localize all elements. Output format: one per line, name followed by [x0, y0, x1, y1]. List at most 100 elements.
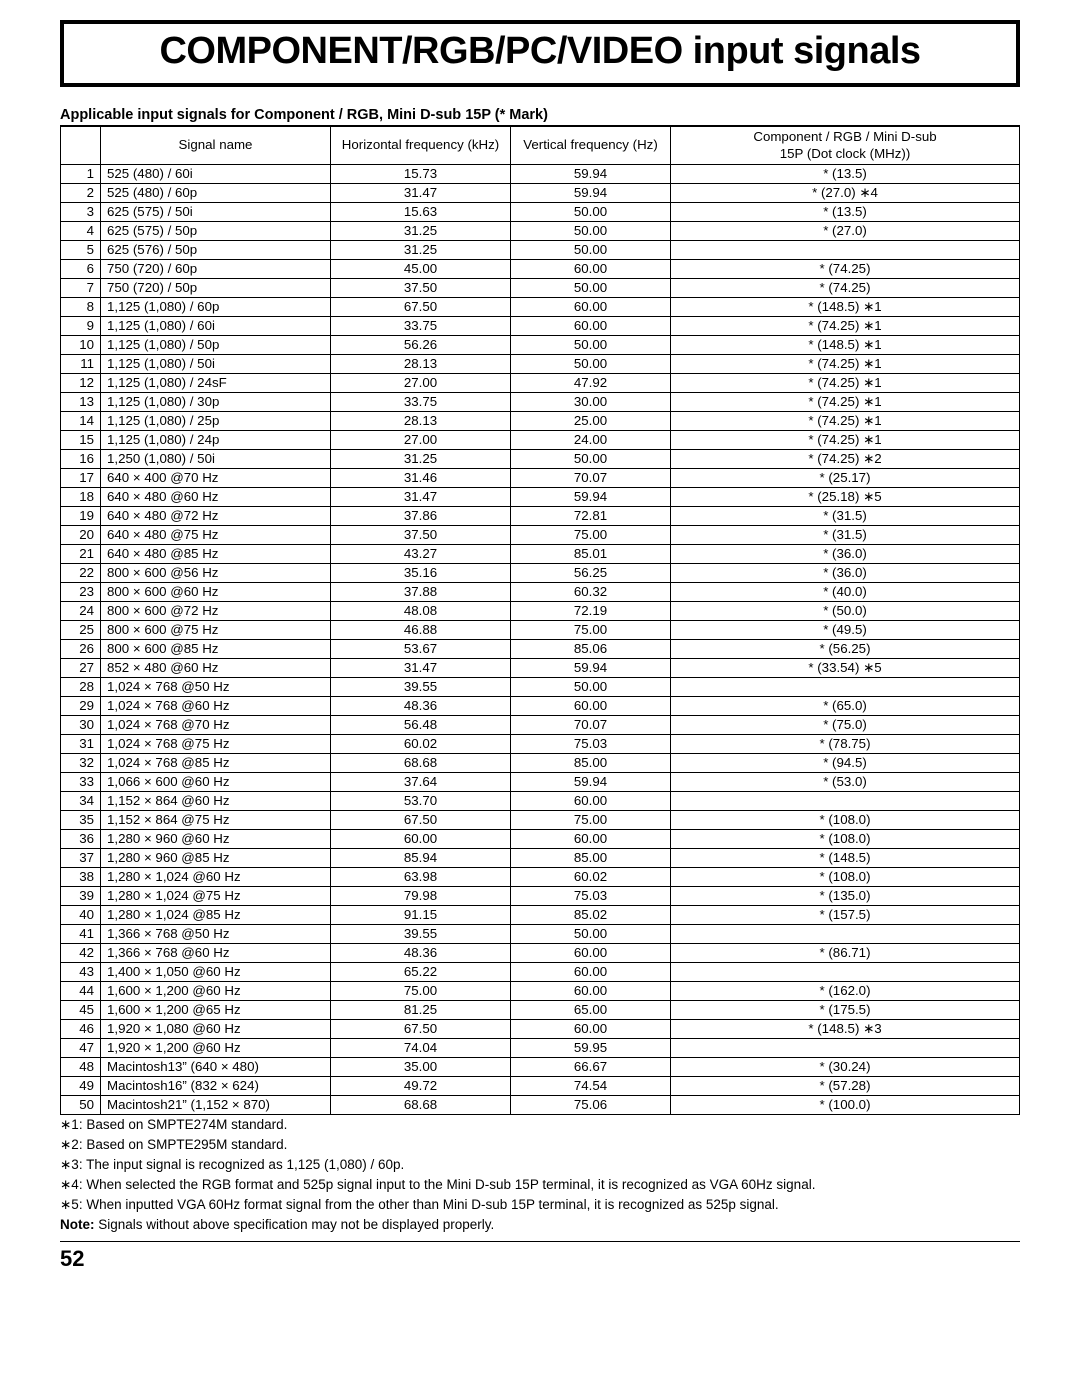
- dot-clock: * (74.25) ∗1: [671, 393, 1020, 412]
- dot-clock: * (175.5): [671, 1001, 1020, 1020]
- dot-clock: * (57.28): [671, 1077, 1020, 1096]
- signal-name: 750 (720) / 60p: [101, 260, 331, 279]
- row-index: 11: [61, 355, 101, 374]
- row-index: 2: [61, 184, 101, 203]
- v-freq: 50.00: [511, 355, 671, 374]
- row-index: 14: [61, 412, 101, 431]
- row-index: 15: [61, 431, 101, 450]
- row-index: 34: [61, 792, 101, 811]
- signal-name: 1,280 × 1,024 @85 Hz: [101, 906, 331, 925]
- v-freq: 47.92: [511, 374, 671, 393]
- h-freq: 15.73: [331, 165, 511, 184]
- v-freq: 60.00: [511, 792, 671, 811]
- h-freq: 27.00: [331, 431, 511, 450]
- table-row: 331,066 × 600 @60 Hz37.6459.94* (53.0): [61, 773, 1020, 792]
- row-index: 1: [61, 165, 101, 184]
- dot-clock: * (75.0): [671, 716, 1020, 735]
- signal-name: 640 × 480 @75 Hz: [101, 526, 331, 545]
- dot-clock: * (148.5) ∗3: [671, 1020, 1020, 1039]
- signal-name: 800 × 600 @56 Hz: [101, 564, 331, 583]
- h-freq: 63.98: [331, 868, 511, 887]
- v-freq: 75.00: [511, 526, 671, 545]
- row-index: 5: [61, 241, 101, 260]
- dot-clock: * (78.75): [671, 735, 1020, 754]
- dot-clock: * (74.25) ∗1: [671, 431, 1020, 450]
- row-index: 23: [61, 583, 101, 602]
- table-row: 411,366 × 768 @50 Hz39.5550.00: [61, 925, 1020, 944]
- dot-clock: * (31.5): [671, 526, 1020, 545]
- table-row: 18640 × 480 @60 Hz31.4759.94* (25.18) ∗5: [61, 488, 1020, 507]
- h-freq: 37.88: [331, 583, 511, 602]
- table-row: 131,125 (1,080) / 30p33.7530.00* (74.25)…: [61, 393, 1020, 412]
- dot-clock: * (56.25): [671, 640, 1020, 659]
- signal-name: 1,024 × 768 @75 Hz: [101, 735, 331, 754]
- dot-clock: * (13.5): [671, 165, 1020, 184]
- row-index: 20: [61, 526, 101, 545]
- table-row: 91,125 (1,080) / 60i33.7560.00* (74.25) …: [61, 317, 1020, 336]
- h-freq: 35.00: [331, 1058, 511, 1077]
- dot-clock: * (74.25) ∗1: [671, 374, 1020, 393]
- table-row: 48Macintosh13” (640 × 480)35.0066.67* (3…: [61, 1058, 1020, 1077]
- h-freq: 31.25: [331, 241, 511, 260]
- table-row: 2525 (480) / 60p31.4759.94* (27.0) ∗4: [61, 184, 1020, 203]
- signal-name: 1,066 × 600 @60 Hz: [101, 773, 331, 792]
- signal-name: 625 (575) / 50i: [101, 203, 331, 222]
- dot-clock: * (74.25): [671, 279, 1020, 298]
- table-row: 121,125 (1,080) / 24sF27.0047.92* (74.25…: [61, 374, 1020, 393]
- table-row: 49Macintosh16” (832 × 624)49.7274.54* (5…: [61, 1077, 1020, 1096]
- h-freq: 68.68: [331, 754, 511, 773]
- signal-name: 1,600 × 1,200 @60 Hz: [101, 982, 331, 1001]
- table-row: 311,024 × 768 @75 Hz60.0275.03* (78.75): [61, 735, 1020, 754]
- v-freq: 60.02: [511, 868, 671, 887]
- row-index: 32: [61, 754, 101, 773]
- row-index: 17: [61, 469, 101, 488]
- table-row: 19640 × 480 @72 Hz37.8672.81* (31.5): [61, 507, 1020, 526]
- row-index: 12: [61, 374, 101, 393]
- dot-clock: * (40.0): [671, 583, 1020, 602]
- signal-name: 1,600 × 1,200 @65 Hz: [101, 1001, 331, 1020]
- table-row: 5625 (576) / 50p31.2550.00: [61, 241, 1020, 260]
- row-index: 31: [61, 735, 101, 754]
- v-freq: 66.67: [511, 1058, 671, 1077]
- v-freq: 72.81: [511, 507, 671, 526]
- row-index: 21: [61, 545, 101, 564]
- dot-clock: * (13.5): [671, 203, 1020, 222]
- table-row: 4625 (575) / 50p31.2550.00* (27.0): [61, 222, 1020, 241]
- table-body: 1525 (480) / 60i15.7359.94* (13.5)2525 (…: [61, 165, 1020, 1115]
- v-freq: 50.00: [511, 203, 671, 222]
- row-index: 29: [61, 697, 101, 716]
- row-index: 7: [61, 279, 101, 298]
- h-freq: 65.22: [331, 963, 511, 982]
- h-freq: 33.75: [331, 317, 511, 336]
- signal-name: 1,125 (1,080) / 30p: [101, 393, 331, 412]
- h-freq: 37.86: [331, 507, 511, 526]
- signal-name: 1,152 × 864 @60 Hz: [101, 792, 331, 811]
- table-row: 25800 × 600 @75 Hz46.8875.00* (49.5): [61, 621, 1020, 640]
- dot-clock: * (33.54) ∗5: [671, 659, 1020, 678]
- page: COMPONENT/RGB/PC/VIDEO input signals App…: [0, 0, 1080, 1302]
- h-freq: 74.04: [331, 1039, 511, 1058]
- dot-clock: * (157.5): [671, 906, 1020, 925]
- row-index: 19: [61, 507, 101, 526]
- h-freq: 33.75: [331, 393, 511, 412]
- dot-clock: * (74.25) ∗2: [671, 450, 1020, 469]
- signal-name: 1,400 × 1,050 @60 Hz: [101, 963, 331, 982]
- col-vfreq: Vertical frequency (Hz): [511, 127, 671, 165]
- v-freq: 59.94: [511, 184, 671, 203]
- dot-clock: * (65.0): [671, 697, 1020, 716]
- signal-name: 1,280 × 1,024 @60 Hz: [101, 868, 331, 887]
- h-freq: 56.48: [331, 716, 511, 735]
- signal-name: 800 × 600 @75 Hz: [101, 621, 331, 640]
- row-index: 46: [61, 1020, 101, 1039]
- row-index: 8: [61, 298, 101, 317]
- table-row: 341,152 × 864 @60 Hz53.7060.00: [61, 792, 1020, 811]
- h-freq: 48.36: [331, 697, 511, 716]
- signal-name: 1,024 × 768 @60 Hz: [101, 697, 331, 716]
- table-row: 7750 (720) / 50p37.5050.00* (74.25): [61, 279, 1020, 298]
- v-freq: 65.00: [511, 1001, 671, 1020]
- h-freq: 37.50: [331, 526, 511, 545]
- page-number: 52: [60, 1246, 1020, 1272]
- dot-clock: [671, 792, 1020, 811]
- h-freq: 31.46: [331, 469, 511, 488]
- dot-clock: * (108.0): [671, 811, 1020, 830]
